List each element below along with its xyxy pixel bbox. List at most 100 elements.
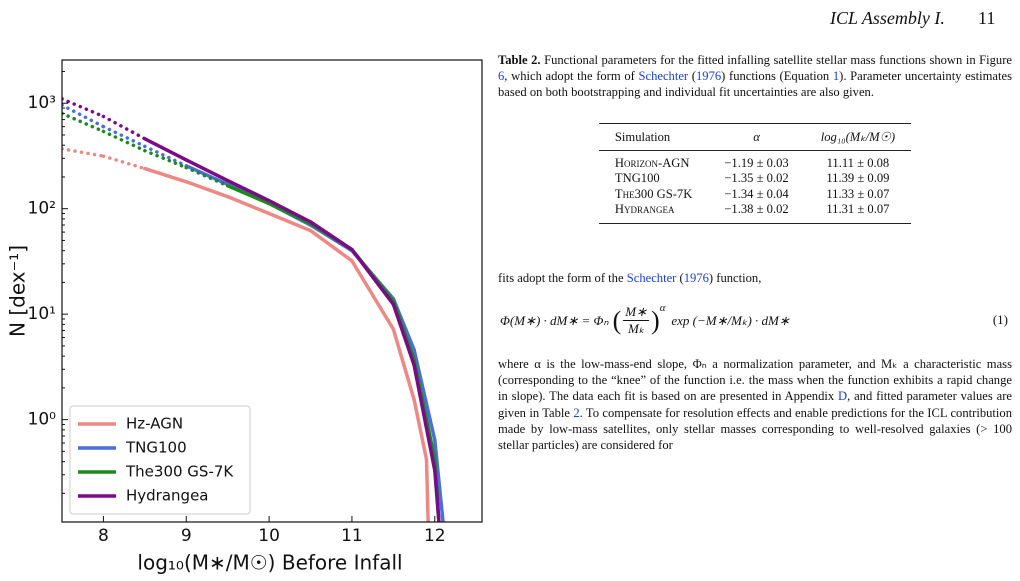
table-cell: 11.33 ± 0.07 xyxy=(826,186,890,201)
legend-label: TNG100 xyxy=(125,439,187,457)
y-tick-label: 10³ xyxy=(28,93,56,113)
line-segment xyxy=(184,158,230,183)
table-cell: Hydrangea xyxy=(598,202,709,224)
column-header: Simulation xyxy=(598,122,709,151)
line-dotted xyxy=(101,124,147,149)
line-segment xyxy=(308,220,354,252)
x-tick-label: 9 xyxy=(181,526,192,546)
caption-label: Table 2. xyxy=(498,53,541,67)
table: Simulation α log₁₀(Mₖ/M☉) Horizon-AGN −1.19… xyxy=(598,122,912,224)
line-dotted xyxy=(62,147,106,158)
table-row: The300 GS-7K −1.34 ± 0.04 11.33 ± 0.07 xyxy=(599,187,911,203)
line-segment xyxy=(433,438,445,522)
line-segment xyxy=(225,184,271,206)
line-segment xyxy=(184,180,230,199)
line-segment xyxy=(391,302,416,367)
line-dotted xyxy=(184,165,230,188)
column-header: log₁₀(Mₖ/M☉) xyxy=(804,122,912,151)
legend-label: The300 GS-7K xyxy=(125,463,234,481)
table-caption: Table 2. Functional parameters for the f… xyxy=(498,52,1012,101)
line-segment xyxy=(391,327,416,402)
eq-number: (1) xyxy=(992,312,1008,328)
table-cell: −1.35 ± 0.02 xyxy=(724,171,789,186)
legend-label: Hydrangea xyxy=(126,487,209,505)
link[interactable]: 2 xyxy=(573,405,580,420)
link[interactable]: Schechter xyxy=(626,270,677,285)
legend-label: Hz-AGN xyxy=(126,415,183,433)
line-segment xyxy=(308,228,354,263)
plot xyxy=(62,97,445,522)
equation: Φ(M∗) · dM∗ = Φₙ ( M∗ Mₖ ) α exp (−M∗/Mₖ)… xyxy=(500,302,1008,337)
page-number: 11 xyxy=(978,8,996,28)
plot-frame xyxy=(61,59,483,523)
line-segment xyxy=(267,211,313,233)
text-run: ( xyxy=(676,270,684,285)
line-segment xyxy=(350,247,396,307)
x-tick-label: 8 xyxy=(98,526,109,546)
line-segment xyxy=(225,194,271,216)
text-run: , and fitted parameter values are given … xyxy=(498,389,1012,420)
table-header: Simulation α log₁₀(Mₖ/M☉) xyxy=(598,122,912,151)
text-run: , which adopt the form of xyxy=(504,69,639,84)
line-dotted xyxy=(101,129,147,153)
table-cell: −1.38 ± 0.02 xyxy=(708,202,805,224)
x-tick-label: 10 xyxy=(258,526,280,546)
link[interactable]: D xyxy=(838,389,848,404)
text-run: Functional parameters for the fitted inf… xyxy=(544,53,1012,67)
eq-denominator: Mₖ xyxy=(627,321,645,337)
table-cell: −1.34 ± 0.04 xyxy=(724,186,789,201)
paragraph: fits adopt the form of the Schechter (19… xyxy=(498,270,1012,286)
y-tick-label: 10¹ xyxy=(28,304,56,324)
text-run: where α is the low-mass-end slope, Φₙ a … xyxy=(498,357,1012,404)
link[interactable]: 1976 xyxy=(683,270,709,285)
line-dotted xyxy=(62,97,106,119)
link[interactable]: 1 xyxy=(832,69,840,84)
column-header: α xyxy=(708,122,805,151)
link[interactable]: 1976 xyxy=(695,69,722,84)
text-run: ) function, xyxy=(708,270,762,285)
text-run: ) functions (Equation xyxy=(721,69,833,84)
line-segment xyxy=(350,259,396,331)
line-dotted xyxy=(62,103,106,129)
x-tick-label: 11 xyxy=(341,526,363,546)
table-row: Horizon-AGN −1.19 ± 0.03 11.11 ± 0.08 xyxy=(599,150,911,171)
line-segment xyxy=(412,347,437,442)
line-segment xyxy=(143,137,189,162)
line-dotted xyxy=(101,154,147,171)
text-run: fits adopt the form of the xyxy=(498,270,627,285)
eq-lhs: Φ(M∗) · dM∗ = Φₙ xyxy=(500,312,609,328)
text-column: Table 2. Functional parameters for the f… xyxy=(498,52,1012,453)
table-cell: TNG100 xyxy=(614,171,660,186)
link[interactable]: Schechter xyxy=(638,69,689,84)
y-axis-label: N [dex⁻¹] xyxy=(6,245,30,337)
line-segment xyxy=(412,397,429,462)
line-segment xyxy=(267,198,313,224)
chart: 8 9 10 11 12 10⁰ 10¹ 10² 10³ log₁₀(M∗/M☉) Before … xyxy=(6,59,483,575)
legend-box xyxy=(69,405,251,515)
table-row: TNG100 −1.35 ± 0.02 11.39 ± 0.09 xyxy=(599,171,911,187)
eq-rhs: exp (−M∗/Mₖ) · dM∗ xyxy=(671,312,790,328)
table-cell: The300 GS-7K xyxy=(614,186,693,201)
line-segment xyxy=(225,178,271,203)
line-dotted xyxy=(62,111,106,134)
running-title: ICL Assembly I. xyxy=(830,8,945,28)
line-segment xyxy=(143,166,189,184)
table-row: Hydrangea −1.38 ± 0.02 11.31 ± 0.07 xyxy=(598,202,912,224)
line-segment xyxy=(433,468,441,522)
eq-exponent: α xyxy=(659,302,666,315)
line-segment xyxy=(267,201,313,226)
text-run: ( xyxy=(688,69,696,84)
table-cell: 11.11 ± 0.08 xyxy=(826,155,890,170)
text-run: ). Parameter uncertainty estimates based… xyxy=(498,69,1013,100)
line-segment xyxy=(412,363,437,473)
line-dotted xyxy=(143,148,189,170)
paragraph: where α is the low-mass-end slope, Φₙ a … xyxy=(498,356,1012,453)
table-cell: 11.39 ± 0.09 xyxy=(826,171,890,186)
link[interactable]: 6 xyxy=(498,69,505,84)
text-run: . To compensate for resolution effects a… xyxy=(498,405,1013,453)
table-cell: 11.31 ± 0.07 xyxy=(804,202,912,224)
table-cell: −1.19 ± 0.03 xyxy=(724,155,789,170)
x-axis-label: log₁₀(M∗/M☉) Before Infall xyxy=(137,551,402,575)
y-tick-label: 10⁰ xyxy=(28,410,57,430)
